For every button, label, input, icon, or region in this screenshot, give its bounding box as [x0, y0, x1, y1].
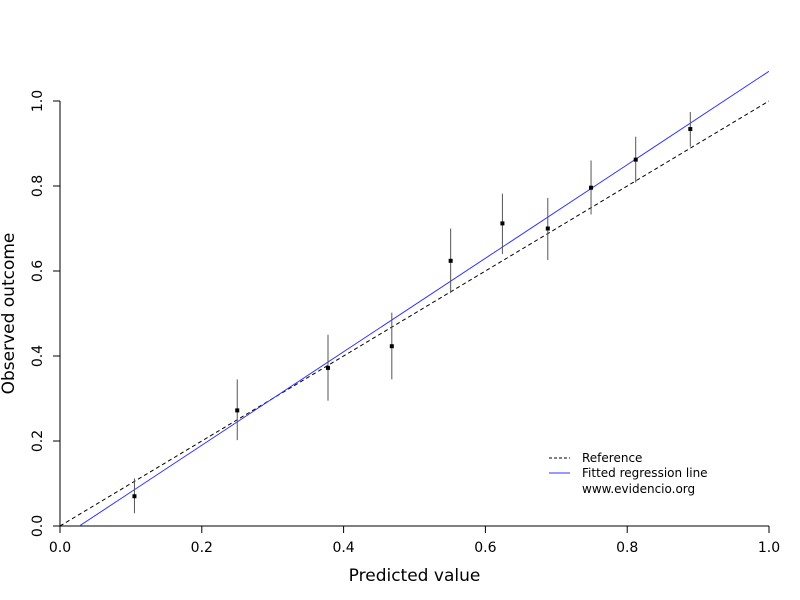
data-point [688, 127, 693, 132]
x-axis-title: Predicted value [349, 566, 481, 586]
legend-note: www.evidencio.org [582, 482, 695, 496]
x-tick-label: 0.2 [191, 540, 213, 556]
x-tick-label: 0.6 [474, 540, 496, 556]
data-point [500, 221, 505, 226]
x-tick-label: 0.0 [49, 540, 71, 556]
data-point [589, 185, 594, 190]
fitted-regression-line [78, 70, 769, 526]
y-tick-label: 0.4 [30, 345, 46, 367]
data-point [545, 226, 550, 231]
y-tick-label: 0.0 [30, 515, 46, 537]
x-tick-label: 0.8 [616, 540, 638, 556]
y-tick-label: 1.0 [30, 90, 46, 112]
axes: 0.0 0.2 0.4 0.6 0.8 1.0 0.0 0.2 0.4 0.6 0.8 1.0 Pred… [0, 90, 780, 586]
reference-line [60, 100, 769, 526]
x-tick-label: 1.0 [758, 540, 780, 556]
data-points [132, 112, 693, 514]
x-tick-label: 0.4 [332, 540, 354, 556]
data-point [235, 408, 240, 413]
y-axis-title: Observed outcome [0, 233, 19, 395]
y-tick-label: 0.6 [30, 260, 46, 282]
plot-lines [60, 70, 769, 526]
legend-fitted-label: Fitted regression line [582, 466, 708, 480]
data-point [389, 344, 394, 349]
legend-reference-label: Reference [582, 451, 642, 465]
data-point [326, 365, 331, 370]
data-point [633, 157, 638, 162]
data-point [132, 494, 137, 499]
y-tick-label: 0.8 [30, 175, 46, 197]
y-tick-label: 0.2 [30, 430, 46, 452]
data-point [448, 258, 453, 263]
